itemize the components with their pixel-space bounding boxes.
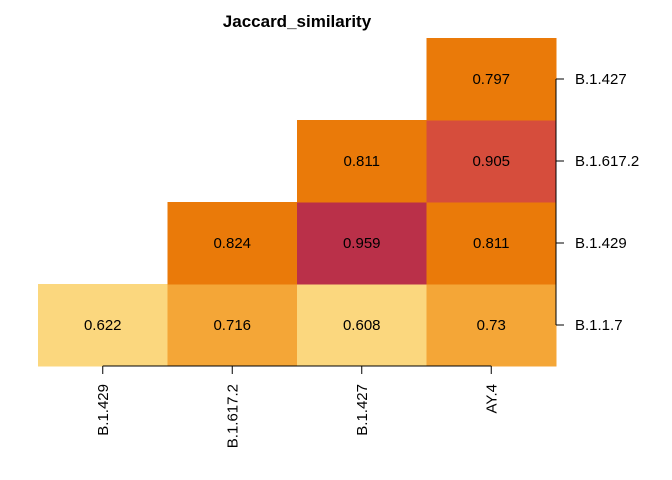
y-axis: B.1.1.7 B.1.429 B.1.617.2 B.1.427 <box>555 71 639 334</box>
y-tick-label: B.1.617.2 <box>575 153 639 170</box>
chart-title: Jaccard_similarity <box>223 12 372 31</box>
x-tick-label: AY.4 <box>483 384 500 413</box>
heatmap-cell <box>167 284 298 367</box>
heatmap-cell <box>297 120 427 203</box>
x-tick-label: B.1.617.2 <box>224 384 241 448</box>
cell-value-label: 0.73 <box>477 317 506 334</box>
heatmap-cell <box>426 38 557 121</box>
heatmap-cell <box>426 284 557 367</box>
heatmap-cell <box>38 284 168 367</box>
heatmap-cell <box>426 202 557 285</box>
heatmap-cell <box>297 202 427 285</box>
x-tick-label: B.1.429 <box>95 384 112 436</box>
cell-value-label: 0.716 <box>213 317 251 334</box>
y-tick-label: B.1.427 <box>575 71 627 88</box>
x-axis: B.1.429 B.1.617.2 B.1.427 AY.4 <box>95 365 500 448</box>
heatmap-cells: 0.622 0.716 0.608 0.73 0.824 0.959 0.811 0.811 0… <box>38 38 557 367</box>
cell-value-label: 0.959 <box>343 235 381 252</box>
y-tick-label: B.1.429 <box>575 235 627 252</box>
cell-value-label: 0.811 <box>344 153 380 170</box>
x-tick-label: B.1.427 <box>354 384 371 436</box>
y-tick-label: B.1.1.7 <box>575 317 623 334</box>
cell-value-label: 0.622 <box>84 317 122 334</box>
cell-value-label: 0.811 <box>473 235 509 252</box>
heatmap-cell <box>426 120 557 203</box>
cell-value-label: 0.797 <box>472 71 510 88</box>
heatmap-cell <box>167 202 298 285</box>
cell-value-label: 0.608 <box>343 317 381 334</box>
cell-value-label: 0.905 <box>472 153 510 170</box>
cell-value-label: 0.824 <box>213 235 251 252</box>
heatmap-cell <box>297 284 427 367</box>
